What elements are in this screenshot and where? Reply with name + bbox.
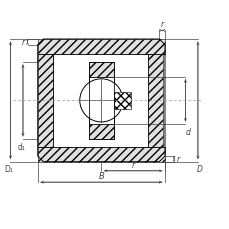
Text: B: B (98, 171, 104, 180)
Bar (147, 55, 162, 147)
Bar (88, 77, 113, 125)
Text: r: r (160, 20, 163, 29)
Bar (38, 55, 52, 147)
Text: r: r (131, 160, 134, 169)
Text: r: r (176, 155, 179, 164)
Bar (38, 40, 164, 55)
Bar (38, 147, 164, 162)
Text: r: r (22, 38, 25, 47)
Text: D₁: D₁ (4, 165, 13, 174)
Bar (88, 125, 113, 139)
Bar (113, 93, 130, 109)
Bar (55, 55, 147, 147)
Text: D: D (196, 165, 202, 174)
Text: d: d (185, 127, 189, 136)
Circle shape (79, 79, 123, 123)
Bar (88, 63, 113, 77)
Text: d₁: d₁ (17, 142, 25, 151)
